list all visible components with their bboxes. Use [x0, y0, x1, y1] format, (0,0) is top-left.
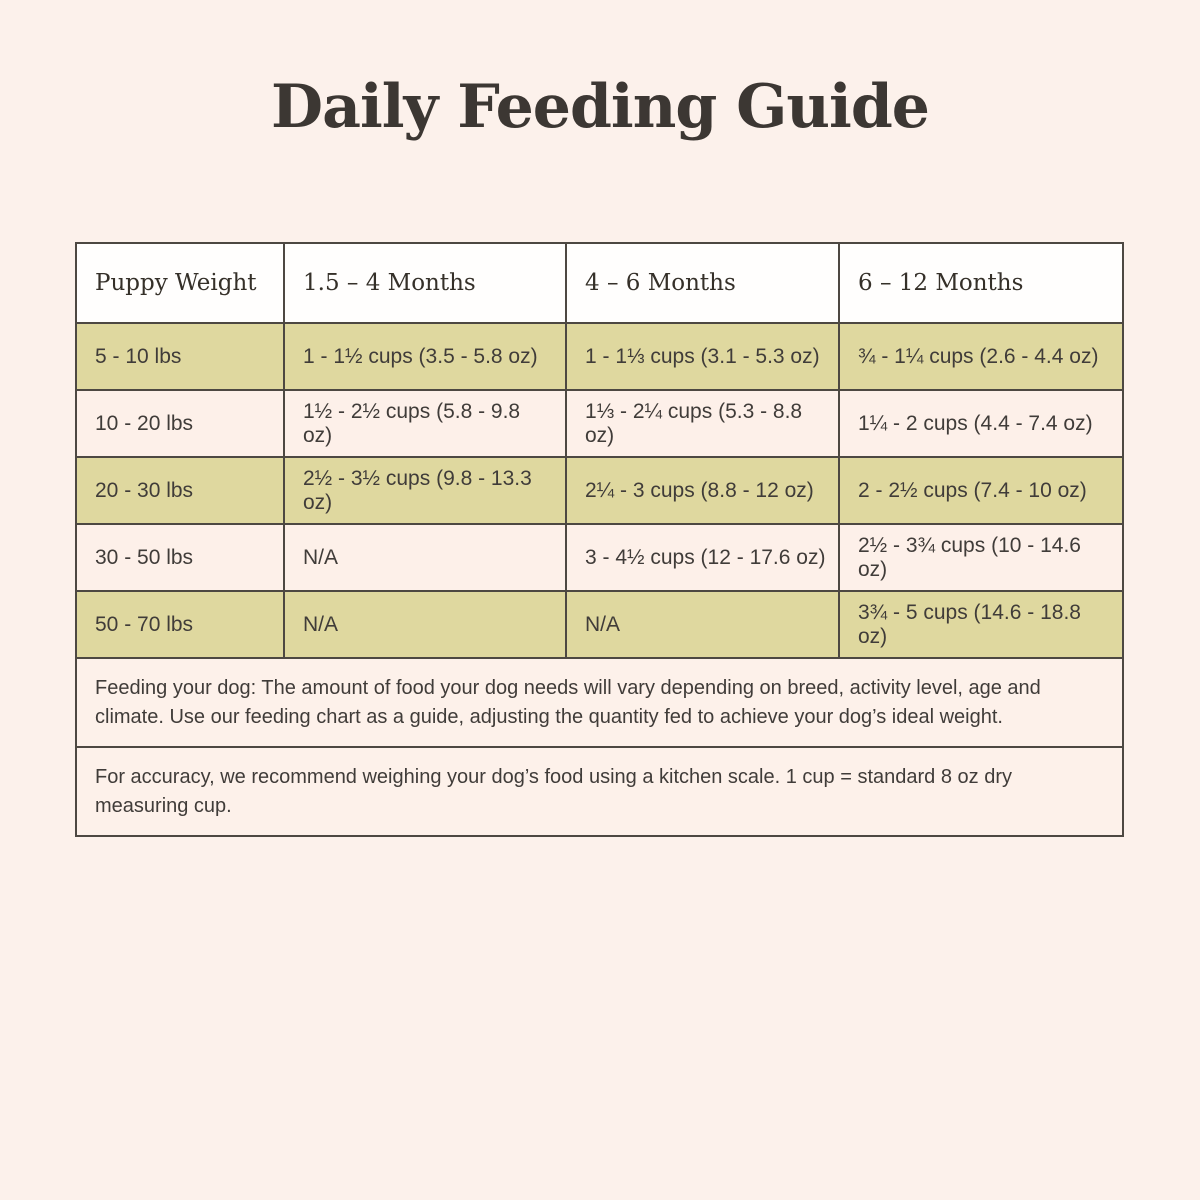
- col-header-4-6-months: 4 – 6 Months: [565, 242, 840, 324]
- col-header-6-12-months: 6 – 12 Months: [838, 242, 1124, 324]
- cell-amount-4-6mo: 3 - 4½ cups (12 - 17.6 oz): [565, 523, 840, 592]
- cell-amount-1-5-4mo: N/A: [283, 590, 567, 659]
- col-header-puppy-weight: Puppy Weight: [75, 242, 285, 324]
- cell-amount-4-6mo: 2¼ - 3 cups (8.8 - 12 oz): [565, 456, 840, 525]
- cell-amount-6-12mo: 2½ - 3¾ cups (10 - 14.6 oz): [838, 523, 1124, 592]
- cell-weight: 5 - 10 lbs: [75, 322, 285, 391]
- table-row-5-10-lbs: 5 - 10 lbs 1 - 1½ cups (3.5 - 5.8 oz) 1 …: [75, 322, 1124, 391]
- page-title: Daily Feeding Guide: [271, 72, 930, 142]
- note-feeding-your-dog: Feeding your dog: The amount of food you…: [75, 657, 1124, 748]
- col-header-1-5-4-months: 1.5 – 4 Months: [283, 242, 567, 324]
- cell-weight: 10 - 20 lbs: [75, 389, 285, 458]
- table-row-10-20-lbs: 10 - 20 lbs 1½ - 2½ cups (5.8 - 9.8 oz) …: [75, 389, 1124, 458]
- cell-amount-1-5-4mo: 1 - 1½ cups (3.5 - 5.8 oz): [283, 322, 567, 391]
- note-row-feeding: Feeding your dog: The amount of food you…: [75, 657, 1124, 748]
- table-row-30-50-lbs: 30 - 50 lbs N/A 3 - 4½ cups (12 - 17.6 o…: [75, 523, 1124, 592]
- cell-weight: 50 - 70 lbs: [75, 590, 285, 659]
- header-row: Puppy Weight 1.5 – 4 Months 4 – 6 Months…: [75, 242, 1124, 324]
- cell-amount-4-6mo: N/A: [565, 590, 840, 659]
- cell-amount-1-5-4mo: 1½ - 2½ cups (5.8 - 9.8 oz): [283, 389, 567, 458]
- note-row-accuracy: For accuracy, we recommend weighing your…: [75, 746, 1124, 837]
- cell-amount-4-6mo: 1⅓ - 2¼ cups (5.3 - 8.8 oz): [565, 389, 840, 458]
- table-row-50-70-lbs: 50 - 70 lbs N/A N/A 3¾ - 5 cups (14.6 - …: [75, 590, 1124, 659]
- cell-amount-1-5-4mo: N/A: [283, 523, 567, 592]
- note-accuracy: For accuracy, we recommend weighing your…: [75, 746, 1124, 837]
- cell-amount-1-5-4mo: 2½ - 3½ cups (9.8 - 13.3 oz): [283, 456, 567, 525]
- cell-amount-6-12mo: 2 - 2½ cups (7.4 - 10 oz): [838, 456, 1124, 525]
- cell-amount-6-12mo: 3¾ - 5 cups (14.6 - 18.8 oz): [838, 590, 1124, 659]
- cell-amount-4-6mo: 1 - 1⅓ cups (3.1 - 5.3 oz): [565, 322, 840, 391]
- daily-feeding-table: Puppy Weight 1.5 – 4 Months 4 – 6 Months…: [75, 242, 1124, 837]
- cell-weight: 20 - 30 lbs: [75, 456, 285, 525]
- cell-amount-6-12mo: ¾ - 1¼ cups (2.6 - 4.4 oz): [838, 322, 1124, 391]
- table-row-20-30-lbs: 20 - 30 lbs 2½ - 3½ cups (9.8 - 13.3 oz)…: [75, 456, 1124, 525]
- cell-amount-6-12mo: 1¼ - 2 cups (4.4 - 7.4 oz): [838, 389, 1124, 458]
- cell-weight: 30 - 50 lbs: [75, 523, 285, 592]
